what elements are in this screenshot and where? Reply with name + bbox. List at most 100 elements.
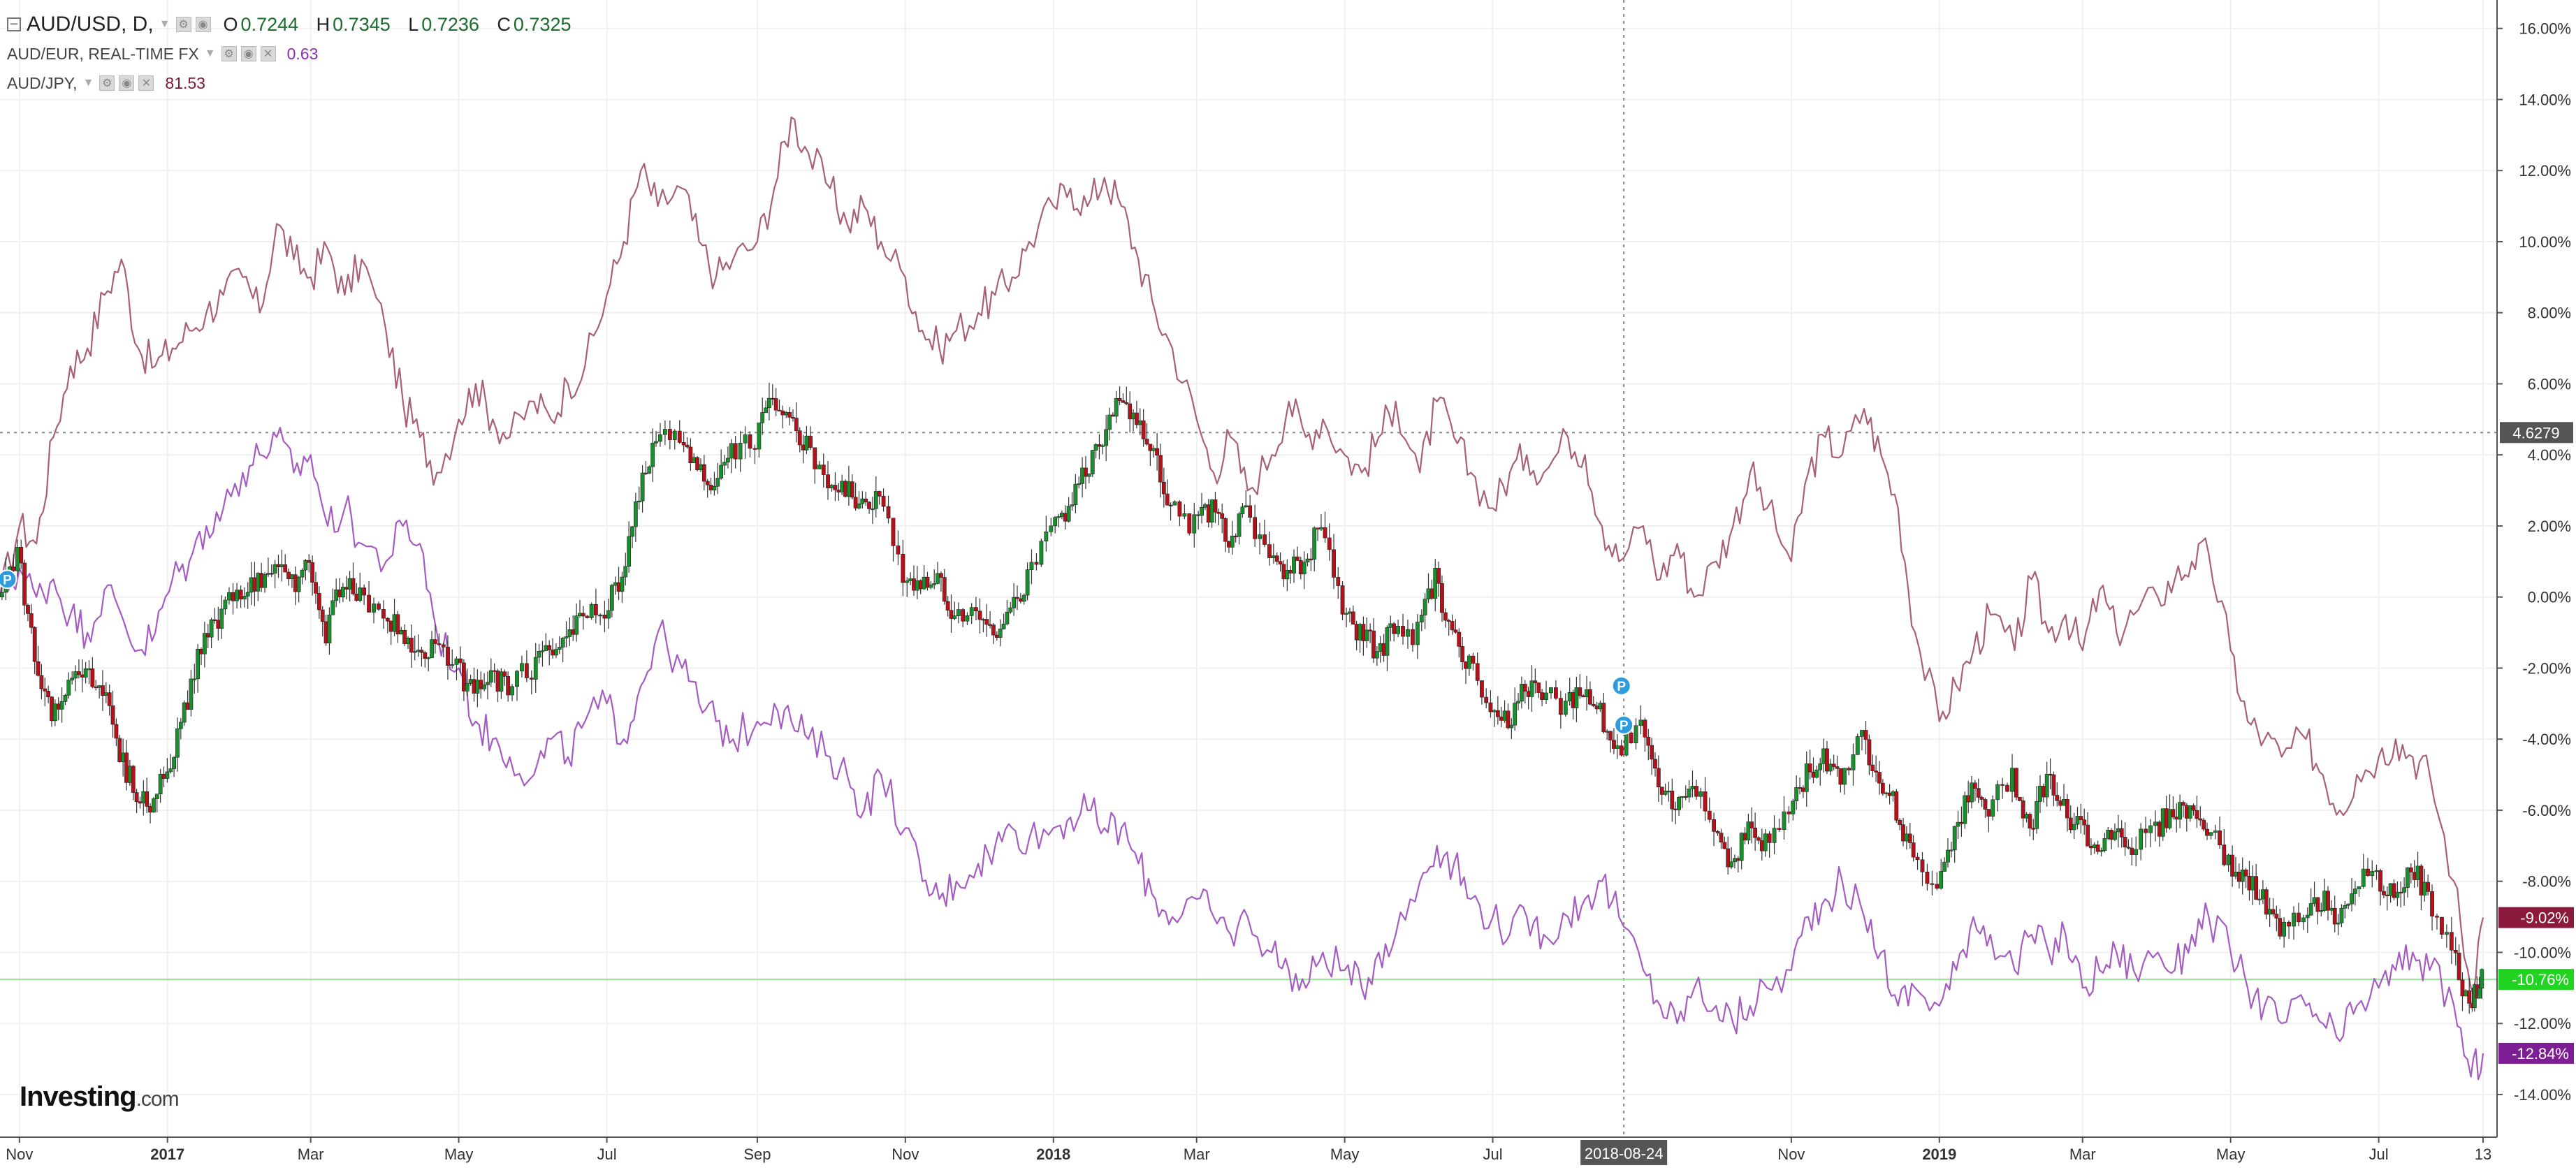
crosshair-date-badge [1580, 1140, 1668, 1165]
candle [2444, 924, 2449, 948]
candle-body [1233, 536, 1238, 538]
candle-body [502, 671, 507, 677]
candle-body [168, 768, 173, 773]
candle-body [1281, 564, 1286, 580]
price-axis[interactable]: 16.00% 14.00% 12.00% 10.00% 8.00% 6.00% 4.00% 2… [2496, 0, 2576, 1167]
legend-compare2-row: AUD/JPY, ▼ ⚙ ◉ ✕ 81.53 [7, 68, 584, 98]
candle-body [2467, 990, 2472, 1004]
time-axis[interactable]: Nov 2017 Mar May Jul Sep Nov 2018 Mar May Jul Nov 20… [0, 1136, 2576, 1167]
candle [2230, 845, 2235, 887]
candle [192, 664, 197, 694]
candle [945, 596, 950, 617]
candle [1073, 474, 1078, 513]
candle-body [846, 481, 851, 497]
candle [1187, 513, 1192, 536]
candle [977, 598, 982, 634]
candle [685, 437, 690, 449]
candle [1952, 826, 1957, 863]
candle-body [939, 573, 943, 578]
candle-body [1361, 624, 1366, 641]
compare1-symbol[interactable]: AUD/EUR, REAL-TIME FX [7, 44, 199, 63]
candle-body [1831, 763, 1836, 767]
settings-icon[interactable]: ⚙ [99, 75, 115, 91]
candle [1739, 832, 1744, 870]
candle-body [1258, 534, 1262, 539]
candle [817, 461, 822, 469]
candle-body [2292, 912, 2296, 927]
candle-body [1516, 701, 1520, 703]
candle-body [2350, 893, 2354, 905]
candle [1077, 476, 1082, 489]
candle [1093, 443, 1098, 459]
candle [1828, 759, 1833, 776]
candle-body [454, 658, 459, 665]
candle-body [2072, 824, 2076, 831]
candle [1915, 852, 1920, 870]
visibility-icon[interactable]: ◉ [195, 17, 211, 32]
candle-body [627, 536, 632, 567]
candle-body [103, 692, 108, 696]
event-marker: P [0, 569, 17, 590]
close-icon[interactable]: ✕ [260, 46, 276, 61]
candle [1972, 780, 1977, 802]
candle-body [316, 593, 321, 610]
candle-body [623, 566, 628, 578]
candle-body [165, 771, 170, 779]
candle [1216, 509, 1221, 525]
candle [1124, 386, 1129, 406]
candle-body [510, 686, 514, 696]
visibility-icon[interactable]: ◉ [240, 46, 256, 61]
candle [209, 617, 214, 648]
candle-body [1161, 481, 1166, 495]
candle-body [2287, 921, 2291, 927]
candle-body [551, 650, 555, 656]
candle-body [1070, 504, 1075, 506]
candle [1650, 738, 1654, 775]
candle [1446, 618, 1451, 636]
candle-body [867, 502, 871, 509]
settings-icon[interactable]: ⚙ [221, 46, 237, 61]
candle-body [492, 670, 497, 672]
candle-body [1963, 795, 1967, 824]
candle [681, 432, 686, 453]
chevron-down-icon[interactable]: ▼ [204, 47, 216, 59]
candle [1877, 761, 1882, 795]
candle [773, 388, 778, 416]
visibility-icon[interactable]: ◉ [119, 75, 135, 91]
candle [1942, 857, 1946, 872]
candle-body [1578, 687, 1582, 696]
close-icon[interactable]: ✕ [138, 75, 154, 91]
candle-body [1288, 570, 1293, 573]
collapse-icon[interactable]: − [7, 17, 21, 31]
candle-body [1520, 684, 1524, 702]
candle-body [1905, 833, 1909, 842]
candle-body [2366, 868, 2370, 876]
candle-body [1015, 597, 1019, 599]
candle-body [1012, 597, 1017, 608]
candle [1034, 553, 1039, 571]
candle-body [977, 610, 982, 620]
candle [502, 669, 507, 686]
candle-body [672, 430, 677, 440]
investing-logo: Investing.com [20, 1081, 180, 1113]
candle-body [1271, 555, 1276, 558]
candle [1172, 500, 1177, 506]
price-tick-label: -14.00% [2514, 1086, 2571, 1104]
chevron-down-icon[interactable]: ▼ [82, 77, 94, 89]
candle-body [178, 722, 183, 729]
main-symbol[interactable]: AUD/USD, D, [27, 13, 154, 36]
candle-body [1959, 821, 1964, 824]
compare2-symbol[interactable]: AUD/JPY, [7, 73, 78, 92]
candle-body [66, 680, 71, 696]
settings-icon[interactable]: ⚙ [175, 17, 191, 32]
time-tick-label: Jul [1483, 1146, 1503, 1163]
candle-body [1763, 833, 1768, 851]
chevron-down-icon[interactable]: ▼ [159, 18, 170, 30]
candle [813, 447, 817, 484]
candle-body [1422, 599, 1427, 615]
candle-body [412, 651, 417, 653]
candle-body [1137, 421, 1142, 425]
candle-body [2055, 795, 2060, 801]
